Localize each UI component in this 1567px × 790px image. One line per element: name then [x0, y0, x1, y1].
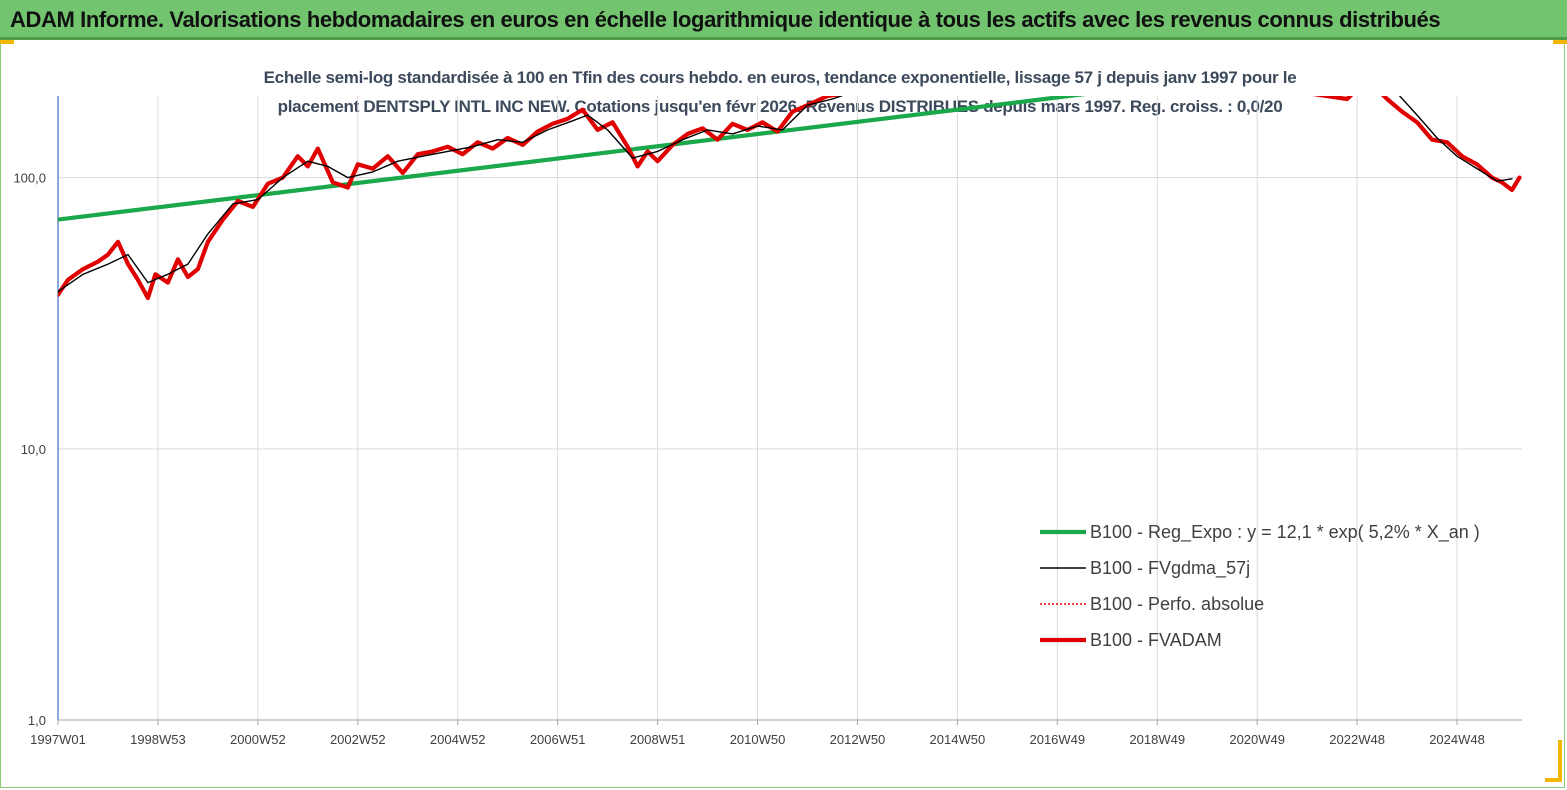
x-tick-label: 2008W51 [630, 732, 686, 747]
banner: ADAM Informe. Valorisations hebdomadaire… [0, 0, 1567, 40]
x-tick-label: 2010W50 [730, 732, 786, 747]
x-tick-label: 1997W01 [30, 732, 86, 747]
corner-marker-top-left [0, 40, 14, 44]
x-tick-label: 2016W49 [1029, 732, 1085, 747]
x-tick-label: 1998W53 [130, 732, 186, 747]
series-layer [58, 96, 1522, 301]
x-tick-label: 2014W50 [930, 732, 986, 747]
series-line-0 [58, 96, 1087, 222]
chart-title-line-1: Echelle semi-log standardisée à 100 en T… [263, 68, 1297, 87]
x-tick-label: 2018W49 [1129, 732, 1185, 747]
x-tick-label: 2002W52 [330, 732, 386, 747]
y-tick-label: 10,0 [21, 442, 46, 457]
x-tick-label: 2012W50 [830, 732, 886, 747]
x-tick-label: 2024W48 [1429, 732, 1485, 747]
axis-layer: 1,0 10,0 100,0 1997W01 1998W53 2000W52 2002W52… [13, 96, 1522, 747]
legend-label: B100 - FVADAM [1090, 630, 1222, 650]
banner-title: ADAM Informe. Valorisations hebdomadaire… [10, 7, 1441, 32]
series-line-1 [58, 96, 1513, 293]
y-tick-label: 1,0 [28, 713, 46, 728]
legend-layer: B100 - Reg_Expo : y = 12,1 * exp( 5,2% *… [1040, 522, 1480, 650]
legend-label: B100 - Perfo. absolue [1090, 594, 1264, 614]
corner-marker-bottom-right [1545, 778, 1562, 782]
x-tick-label: 2004W52 [430, 732, 486, 747]
x-tick-label: 2020W49 [1229, 732, 1285, 747]
legend-label: B100 - FVgdma_57j [1090, 558, 1250, 579]
series-line-3 [58, 96, 1522, 301]
corner-marker-right-bottom [1558, 740, 1562, 780]
grid-layer [57, 96, 1522, 721]
x-tick-label: 2006W51 [530, 732, 586, 747]
x-tick-label: 2000W52 [230, 732, 286, 747]
legend-label: B100 - Reg_Expo : y = 12,1 * exp( 5,2% *… [1090, 522, 1480, 543]
y-tick-label: 100,0 [13, 171, 46, 186]
x-tick-label: 2022W48 [1329, 732, 1385, 747]
corner-marker-top-right [1553, 40, 1567, 44]
series-clip-group [58, 96, 1522, 301]
